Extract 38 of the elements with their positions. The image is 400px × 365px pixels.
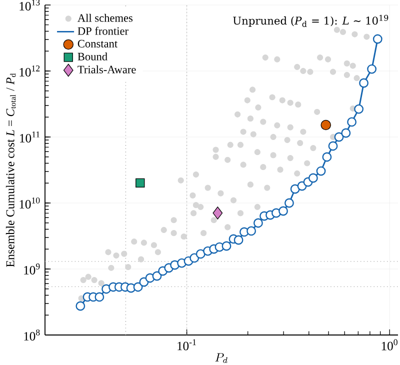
point xyxy=(334,132,344,142)
point xyxy=(133,282,143,292)
point xyxy=(278,206,288,216)
point xyxy=(347,117,357,127)
legend-label: All schemes xyxy=(78,14,133,22)
point xyxy=(152,271,162,281)
point xyxy=(328,141,338,151)
point xyxy=(76,301,86,311)
x-tick-label: 10$^{-1}$ xyxy=(178,339,196,350)
legend-label: Constant xyxy=(78,40,118,48)
point xyxy=(234,235,244,245)
point xyxy=(372,34,382,44)
y-axis-title: Ensemble Cumulative cost L = C$_{total}$ / P$_{d}$ xyxy=(6,73,16,267)
point xyxy=(284,198,294,208)
point xyxy=(290,184,300,194)
y-tick-label: 10$^{9}$ xyxy=(24,263,40,275)
y-tick-label: 10$^{11}$ xyxy=(20,131,40,143)
y-tick-label: 10$^{8}$ xyxy=(24,329,40,341)
point xyxy=(367,64,377,74)
point xyxy=(196,249,206,259)
point xyxy=(316,166,326,176)
legend-label: DP frontier xyxy=(78,26,128,35)
legend-label: Trials-Aware xyxy=(78,65,136,74)
legend-label: Bound xyxy=(78,52,108,60)
point xyxy=(222,241,232,251)
x-tick-label: 10$^{0}$ xyxy=(382,339,398,350)
x-axis-title: $P_d$ xyxy=(215,353,228,363)
point xyxy=(341,128,351,138)
point xyxy=(253,218,263,228)
point xyxy=(308,173,318,183)
point xyxy=(94,292,104,302)
y-tick-label: 10$^{10}$ xyxy=(20,197,40,209)
y-tick-label: 10$^{12}$ xyxy=(20,65,40,77)
point xyxy=(246,226,256,236)
annotation: Unpruned (P$_{d}$ = 1): L ∼ 10$^{19}$ xyxy=(233,14,388,27)
point xyxy=(322,152,332,162)
point xyxy=(354,104,364,114)
point xyxy=(359,78,368,88)
